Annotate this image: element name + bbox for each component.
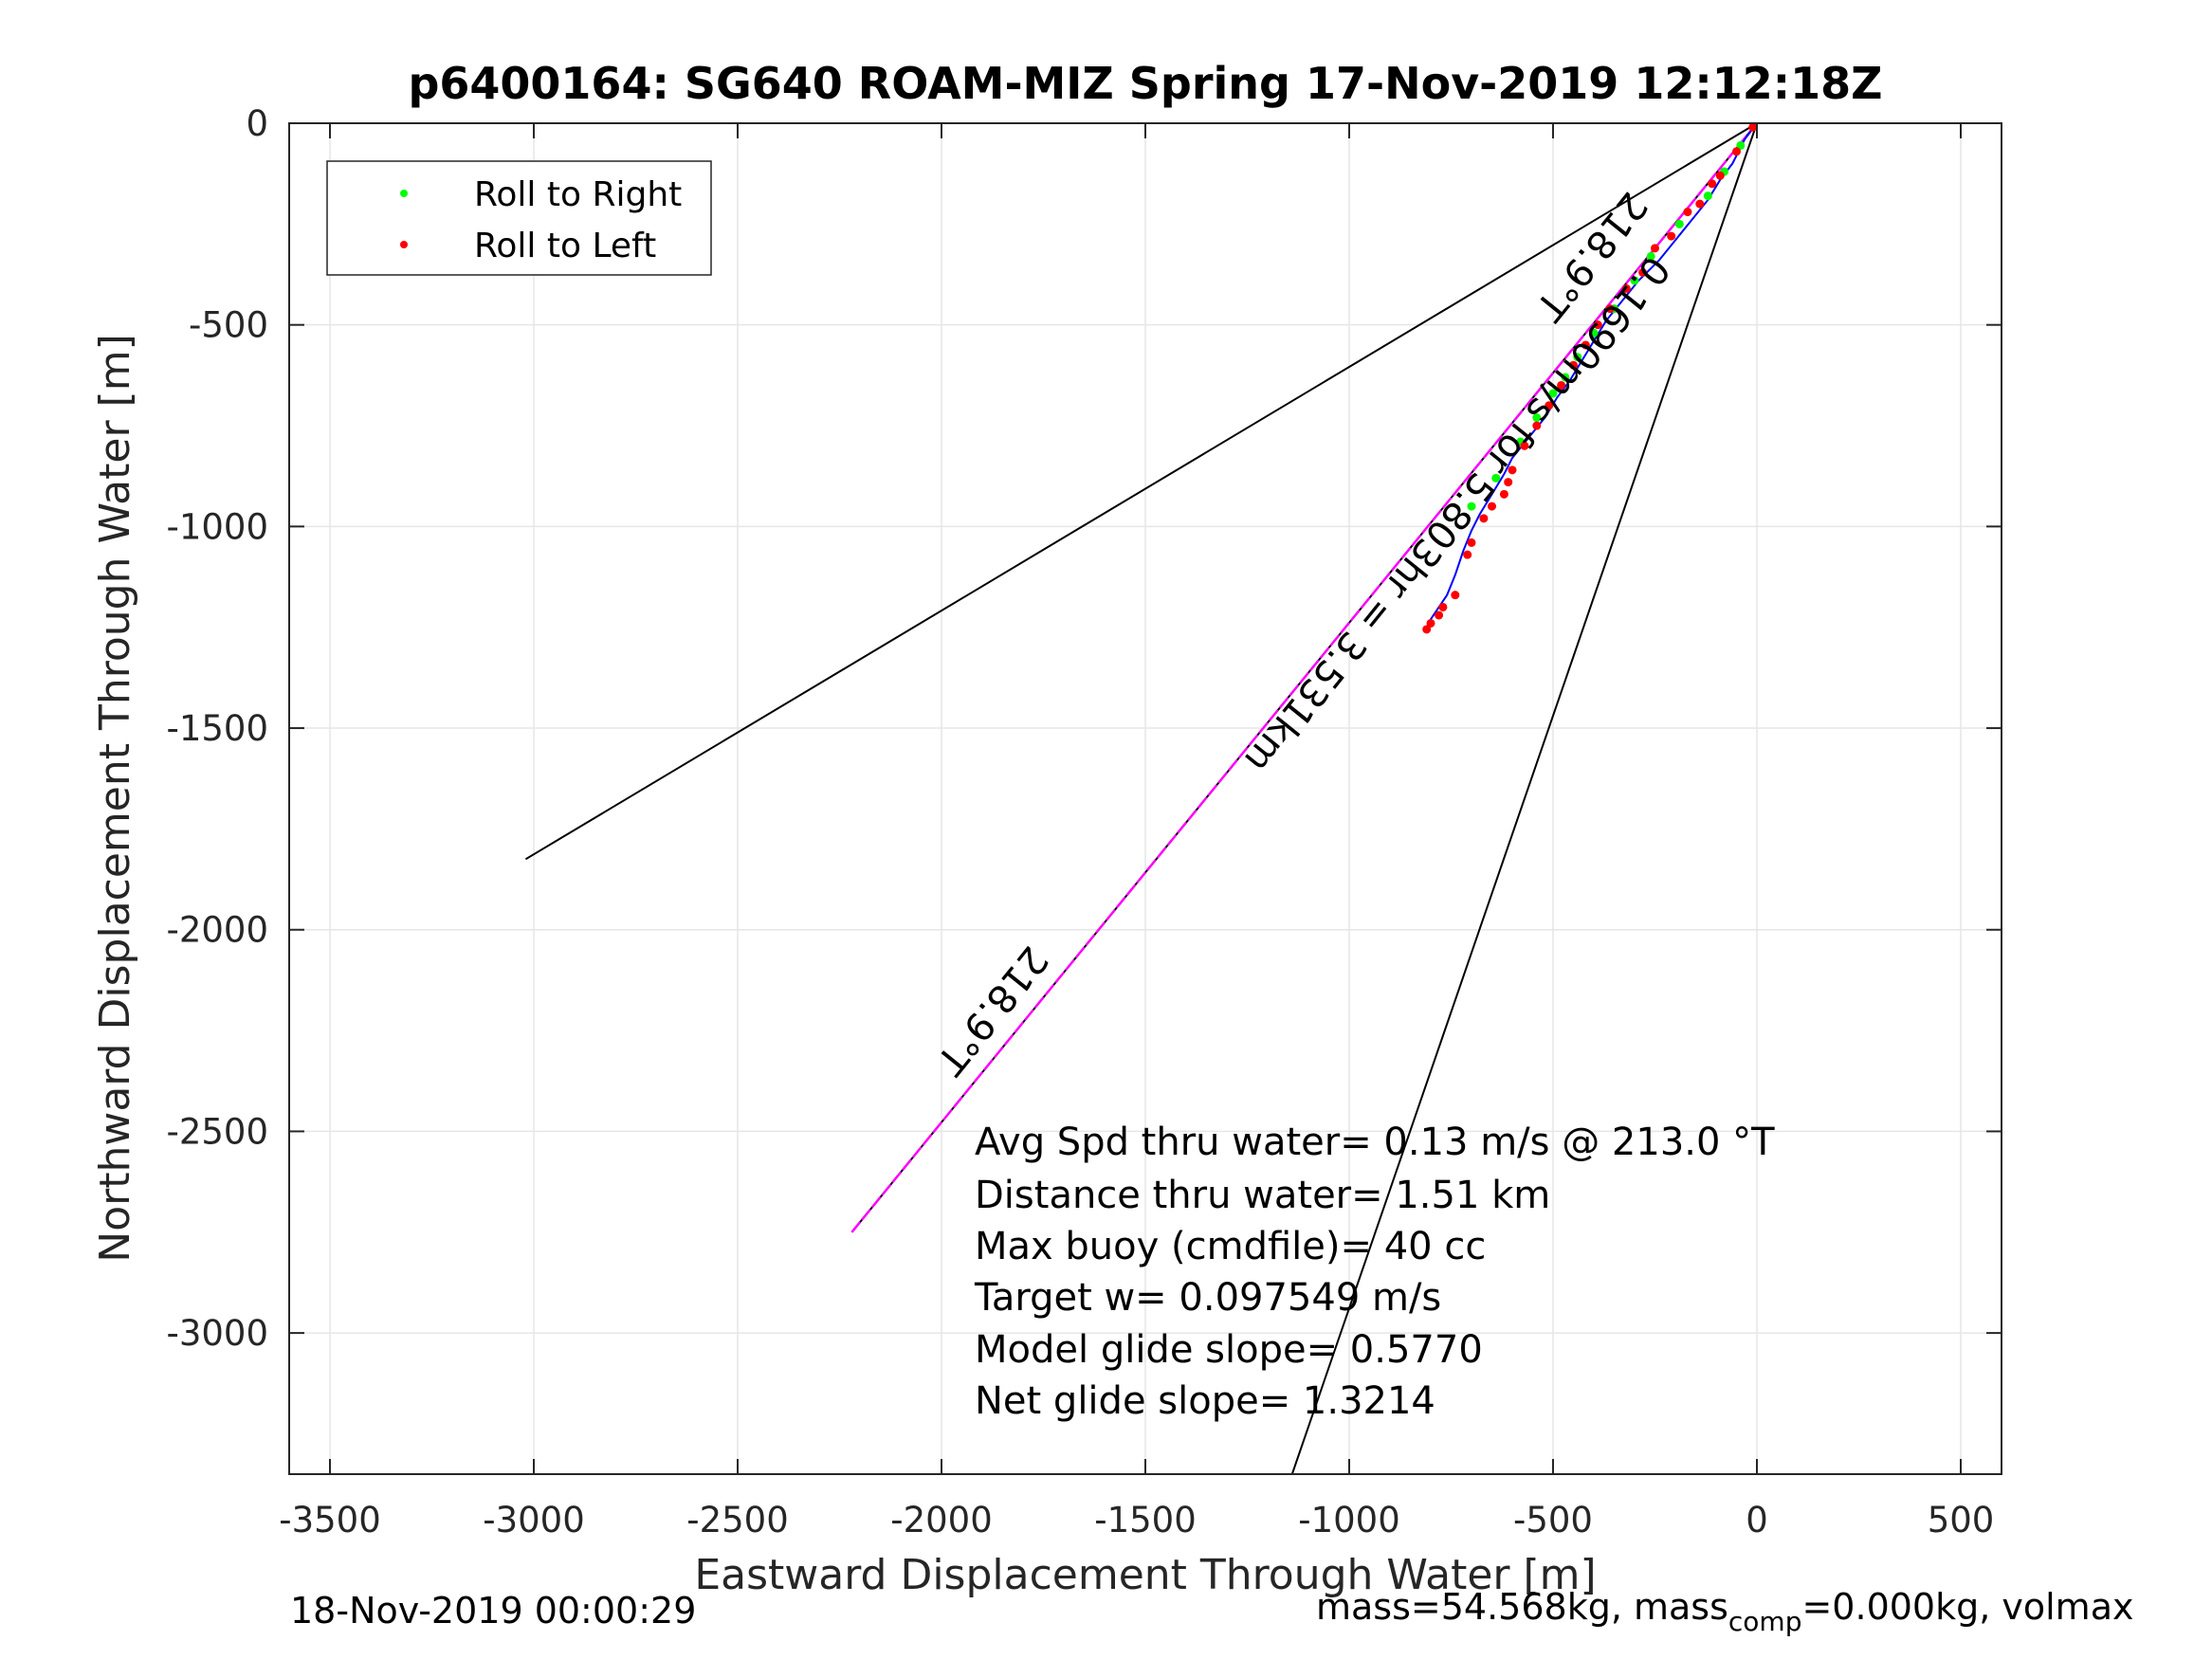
legend-box (326, 160, 712, 276)
footer-timestamp: 18-Nov-2019 00:00:29 (290, 1590, 696, 1632)
x-tick-label: -1500 (1094, 1500, 1197, 1540)
roll-left-point (1593, 320, 1602, 330)
x-tick-label: -1000 (1298, 1500, 1400, 1540)
roll-right-point (1561, 373, 1570, 382)
roll-left-point (1504, 478, 1513, 487)
y-tick-label: -2500 (166, 1111, 268, 1152)
x-tick-labels: -3500 -3000 -2500 -2000 -1500 -1000 -500 0 500 (279, 1500, 1994, 1540)
dive-summary-annotations: Avg Spd thru water= 0.13 m/s @ 213.0 °T … (974, 1121, 1775, 1423)
roll-right-point (1646, 251, 1655, 261)
roll-right-point (1467, 501, 1476, 511)
footer-mass-subscript: comp (1728, 1606, 1802, 1637)
roll-left-point (1520, 441, 1529, 450)
annotation-net-glide-slope: Net glide slope= 1.3214 (975, 1379, 1435, 1423)
roll-left-point (1467, 538, 1476, 547)
roll-left-point (1488, 501, 1496, 511)
roll-left-point (1638, 267, 1648, 277)
plot-area: 218.9°T0.1690m/s for 5.803hr = 3.531km21… (288, 122, 2002, 1475)
annotation-model-glide-slope: Model glide slope= 0.5770 (975, 1328, 1483, 1372)
roll-left-point (1451, 591, 1460, 600)
x-tick-label: -2000 (890, 1500, 993, 1540)
roll-right-point (1736, 140, 1746, 150)
roll-right-point (1589, 328, 1599, 337)
roll-left-point (1545, 401, 1554, 410)
roll-left-point (1479, 514, 1489, 523)
y-tick-label: -1500 (166, 708, 268, 749)
grid-lines (289, 122, 2002, 1474)
x-tick-label: -500 (1513, 1500, 1593, 1540)
roll-right-point (1674, 219, 1684, 228)
roll-left-point (1569, 360, 1578, 370)
roll-left-point (1463, 550, 1472, 559)
roll-right-point (1532, 413, 1542, 423)
roll-left-point (1732, 147, 1741, 156)
footer-mass-info: mass=54.568kg, masscomp=0.000kg, volmax (1316, 1586, 2133, 1637)
x-tick-label: -2500 (686, 1500, 789, 1540)
data-points (1422, 122, 1758, 634)
legend-roll-right-marker (400, 190, 408, 197)
y-tick-label: -1000 (166, 506, 268, 547)
roll-left-point (1557, 380, 1566, 390)
x-axis-label: Eastward Displacement Through Water [m] (694, 1551, 1596, 1599)
roll-right-point (1491, 473, 1501, 483)
roll-left-point (1508, 465, 1517, 475)
legend: Roll to Right Roll to Left (326, 160, 712, 276)
y-tick-label: -3000 (166, 1313, 268, 1354)
roll-right-point (1703, 191, 1712, 201)
roll-left-point (1715, 171, 1725, 180)
roll-left-point (1708, 179, 1717, 189)
annotation-avg-speed: Avg Spd thru water= 0.13 m/s @ 213.0 °T (975, 1121, 1775, 1164)
roll-left-point (1748, 122, 1758, 132)
legend-roll-left-marker (400, 241, 408, 248)
roll-left-point (1422, 625, 1432, 634)
roll-left-point (1651, 244, 1659, 253)
roll-right-point (1573, 353, 1582, 362)
x-tick-label: 0 (1746, 1500, 1768, 1540)
roll-left-point (1532, 421, 1542, 430)
roll-left-point (1581, 340, 1590, 350)
roll-left-point (1435, 611, 1444, 620)
x-tick-label: -3500 (279, 1500, 381, 1540)
roll-right-point (1548, 389, 1558, 398)
roll-left-point (1499, 489, 1508, 499)
y-tick-label: 0 (246, 103, 268, 144)
heading-cone-line-1 (524, 122, 1758, 861)
legend-roll-left-label: Roll to Left (474, 227, 656, 265)
axis-ticks (289, 122, 2002, 1474)
annotation-distance: Distance thru water= 1.51 km (975, 1174, 1550, 1217)
x-tick-label: 500 (1928, 1500, 1995, 1540)
y-tick-label: -2000 (166, 910, 268, 951)
roll-left-point (1683, 208, 1692, 217)
heading-cone-line-2 (1290, 122, 1758, 1475)
roll-right-point (1630, 276, 1639, 285)
roll-left-point (1438, 602, 1448, 611)
roll-left-point (1605, 304, 1615, 314)
roll-left-point (1695, 199, 1705, 209)
annotation-max-buoy: Max buoy (cmdfile)= 40 cc (975, 1225, 1486, 1268)
x-tick-label: -3000 (483, 1500, 585, 1540)
roll-left-point (1621, 283, 1631, 293)
chart-title: p6400164: SG640 ROAM-MIZ Spring 17-Nov-2… (408, 58, 1882, 109)
legend-roll-right-label: Roll to Right (474, 175, 682, 214)
y-tick-label: -500 (189, 305, 268, 346)
footer-mass-text: mass=54.568kg, mass (1316, 1586, 1728, 1628)
roll-left-point (1426, 618, 1435, 628)
annotation-target-w: Target w= 0.097549 m/s (974, 1276, 1441, 1320)
footer-volmax-text: =0.000kg, volmax (1801, 1586, 2133, 1628)
glider-track-line (1425, 122, 1758, 630)
y-axis-label: Northward Displacement Through Water [m] (91, 334, 139, 1262)
y-tick-labels: 0 -500 -1000 -1500 -2000 -2500 -3000 (166, 103, 268, 1354)
roll-left-point (1667, 231, 1676, 241)
